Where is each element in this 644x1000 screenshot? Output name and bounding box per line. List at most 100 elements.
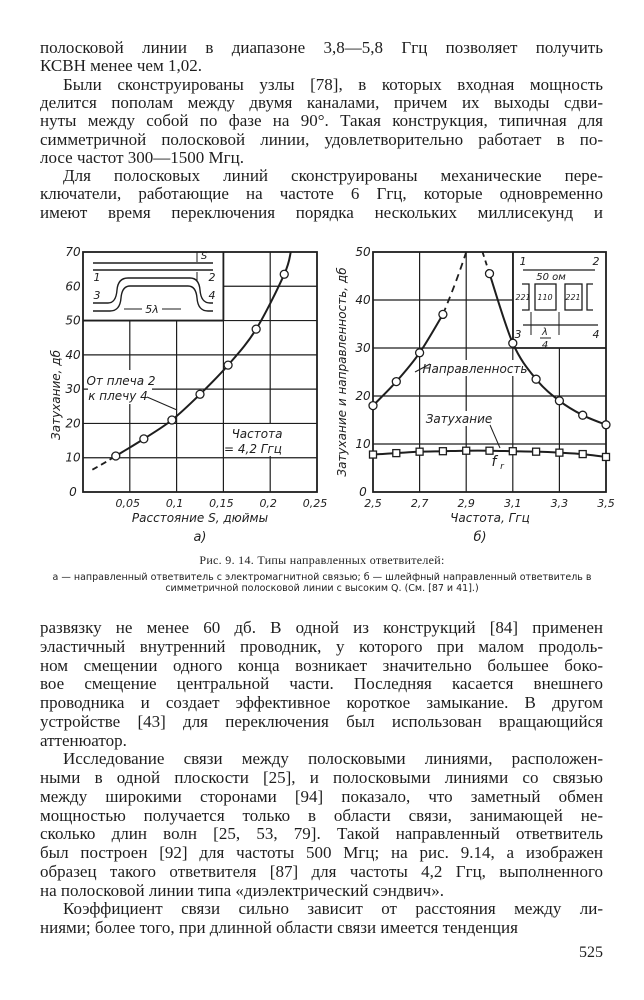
series-label-attenuation: Затухание [426, 412, 493, 426]
y-axis-label: Затухание, дб [49, 349, 63, 440]
text-line: ном смещении одного конца возникает знач… [40, 655, 603, 675]
x-tick-label: 0,05 [116, 497, 141, 510]
text-line: полосковой линии в диапазоне 3,8—5,8 Ггц… [40, 38, 603, 57]
y-tick-label: 0 [359, 485, 367, 499]
y-tick-label: 20 [355, 389, 371, 403]
port-label-2: 2 [593, 255, 600, 268]
text-line: мощностью получается только в области св… [40, 805, 603, 825]
data-point-directivity [601, 420, 611, 430]
text-line: был построен [92] для частоты 500 Мгц; н… [40, 843, 603, 862]
port-label-3: 3 [94, 289, 101, 302]
y-axis-label: Затухание и направленность, дб [335, 267, 349, 477]
y-tick-label: 30 [65, 382, 81, 396]
x-tick-label: 0,2 [259, 497, 277, 510]
y-tick-label: 0 [69, 485, 77, 499]
inset-label-length: 5λ [145, 303, 159, 316]
x-tick-label: 3,5 [597, 497, 615, 510]
data-point-directivity [484, 268, 495, 279]
x-tick-label: 3,3 [551, 497, 569, 510]
label-background [425, 411, 493, 426]
annotation-subscript: r [500, 462, 505, 472]
strip-line-2 [93, 285, 213, 312]
text-line: на полосковой линии типа «диэлектрически… [40, 880, 444, 900]
stub-bracket [586, 283, 593, 311]
label-leader [414, 363, 431, 373]
label-background [225, 424, 287, 456]
data-point [223, 360, 233, 370]
data-point-directivity [391, 376, 401, 387]
text-line: симметричной полосковой линии, удовлетво… [40, 129, 603, 149]
label-background [88, 370, 152, 404]
port-label-4: 4 [209, 289, 216, 302]
data-point-directivity [438, 309, 448, 320]
text-line: Исследование связи между полосковыми лин… [63, 749, 603, 769]
data-point [139, 434, 149, 444]
series-label-directivity: Направленность [422, 362, 527, 376]
y-tick-label: 20 [65, 416, 81, 430]
port-label-3: 3 [515, 328, 522, 341]
text-line: нуты между собой по фазе на 90°. Такая к… [40, 111, 603, 131]
text-line: сколько длин волн [25, 53, 79]. Такой на… [40, 824, 603, 844]
data-point-directivity [414, 348, 425, 358]
text-line: делится пополам между двумя каналами, пр… [40, 92, 603, 112]
data-point-directivity [554, 396, 565, 406]
y-tick-label: 50 [65, 314, 81, 328]
strip-line-2 [93, 277, 213, 304]
text-line: ниями; более того, при длинной области с… [40, 918, 518, 937]
x-axis-label: Расстояние S, дюймы [132, 511, 268, 525]
plot-frame-b [372, 251, 607, 493]
y-tick-label: 30 [355, 341, 371, 355]
text-line: вое смещение центральной части. Последня… [40, 674, 603, 694]
annotation-to-port-4: к плечу 4 [88, 389, 148, 403]
x-tick-label: 0,15 [209, 497, 234, 510]
x-tick-label: 0,1 [166, 497, 184, 510]
text-line: Коэффициент связи сильно зависит от расс… [63, 899, 603, 919]
label-leader [489, 424, 501, 449]
data-point-directivity [531, 374, 541, 384]
data-point-directivity [578, 410, 588, 420]
data-point-attenuation [462, 446, 471, 455]
page-number: 525 [579, 944, 603, 961]
panel-label: б) [473, 530, 486, 545]
x-tick-label: 2,5 [364, 497, 382, 510]
text-line: развязку не менее 60 дб. В одной из конс… [40, 618, 603, 637]
text-line: образец такого ответвителя [87] для част… [40, 861, 603, 881]
y-tick-label: 60 [65, 279, 81, 293]
port-label-4: 4 [593, 328, 600, 341]
inset-label-four: 4 [542, 340, 548, 351]
stub-221-left [522, 283, 530, 311]
annotation-frequency-value: = 4,2 Ггц [224, 442, 282, 456]
curve-directivity-dashed [442, 251, 468, 315]
inset-label-impedance: 50 ом [536, 272, 566, 283]
y-tick-label: 10 [65, 451, 81, 465]
data-point-attenuation [415, 447, 424, 456]
port-label-2: 2 [209, 271, 216, 284]
data-point-attenuation [438, 447, 448, 456]
text-line: аттенюатор. [40, 730, 127, 750]
text-line: устройстве [43] для переключения был исп… [40, 711, 603, 731]
text-line: ными в одной плоскости [25], и полосковы… [40, 768, 603, 787]
y-tick-label: 70 [65, 245, 81, 259]
stub-221 [564, 283, 583, 311]
y-tick-label: 40 [65, 348, 81, 362]
port-label-1: 1 [94, 271, 101, 284]
data-point [167, 415, 177, 425]
plot-frame-a [82, 251, 318, 493]
data-point-attenuation [555, 448, 564, 457]
label-background [488, 450, 506, 470]
data-point-attenuation [485, 446, 494, 455]
data-point [251, 324, 261, 334]
data-point-attenuation [508, 447, 517, 456]
text-line: лосе частот 300—1500 Мгц. [40, 147, 244, 167]
text-line: между широкими сторонами [94] показало, … [40, 786, 603, 806]
x-tick-label: 3,1 [504, 497, 522, 510]
inset-label-110: 110 [537, 293, 552, 302]
y-tick-label: 40 [355, 293, 371, 307]
text-line: проводника и создает эффективное коротко… [40, 693, 603, 712]
inset-label-221: 221 [515, 293, 530, 302]
curve-directivity-left [372, 313, 444, 407]
text-line: имеют время переключения порядка несколь… [40, 202, 603, 222]
data-point [195, 389, 205, 399]
data-point-attenuation [531, 447, 541, 456]
